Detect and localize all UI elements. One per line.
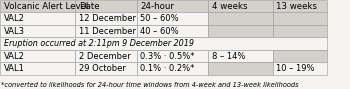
Bar <box>136 62 208 75</box>
Bar <box>208 62 273 75</box>
Text: 24-hour: 24-hour <box>140 2 174 11</box>
Text: 40 – 60%: 40 – 60% <box>140 27 178 36</box>
Text: VAL2: VAL2 <box>4 52 24 61</box>
Text: 2 December: 2 December <box>79 52 131 61</box>
Text: 10 – 19%: 10 – 19% <box>276 64 315 73</box>
Text: VAL2: VAL2 <box>4 14 24 23</box>
Bar <box>136 25 208 37</box>
Text: Volcanic Alert Level: Volcanic Alert Level <box>4 2 88 11</box>
Bar <box>136 50 208 62</box>
Bar <box>0 37 327 50</box>
Text: 50 – 60%: 50 – 60% <box>140 14 178 23</box>
Bar <box>273 62 327 75</box>
Bar <box>0 50 75 62</box>
Bar <box>208 25 273 37</box>
Text: Date: Date <box>79 2 99 11</box>
Text: 8 – 14%: 8 – 14% <box>212 52 245 61</box>
Bar <box>0 25 75 37</box>
Bar <box>0 62 75 75</box>
Bar <box>0 0 75 12</box>
Bar <box>273 25 327 37</box>
Text: 11 December: 11 December <box>79 27 136 36</box>
Bar <box>75 50 136 62</box>
Bar <box>75 0 136 12</box>
Bar <box>75 25 136 37</box>
Bar <box>273 0 327 12</box>
Bar <box>273 12 327 25</box>
Text: *converted to likelihoods for 24-hour time windows from 4-week and 13-week likel: *converted to likelihoods for 24-hour ti… <box>1 82 299 88</box>
Bar <box>208 12 273 25</box>
Text: 12 December: 12 December <box>79 14 136 23</box>
Bar <box>136 0 208 12</box>
Text: 29 October: 29 October <box>79 64 126 73</box>
Bar <box>75 62 136 75</box>
Text: VAL3: VAL3 <box>4 27 24 36</box>
Text: 0.3% · 0.5%*: 0.3% · 0.5%* <box>140 52 195 61</box>
Text: VAL1: VAL1 <box>4 64 24 73</box>
Bar <box>208 0 273 12</box>
Bar <box>136 12 208 25</box>
Text: 4 weeks: 4 weeks <box>212 2 247 11</box>
Bar <box>273 50 327 62</box>
Text: 0.1% · 0.2%*: 0.1% · 0.2%* <box>140 64 194 73</box>
Bar <box>75 12 136 25</box>
Text: 13 weeks: 13 weeks <box>276 2 317 11</box>
Text: Eruption occurred at 2:11pm 9 December 2019: Eruption occurred at 2:11pm 9 December 2… <box>4 39 194 48</box>
Bar <box>0 12 75 25</box>
Bar <box>208 50 273 62</box>
